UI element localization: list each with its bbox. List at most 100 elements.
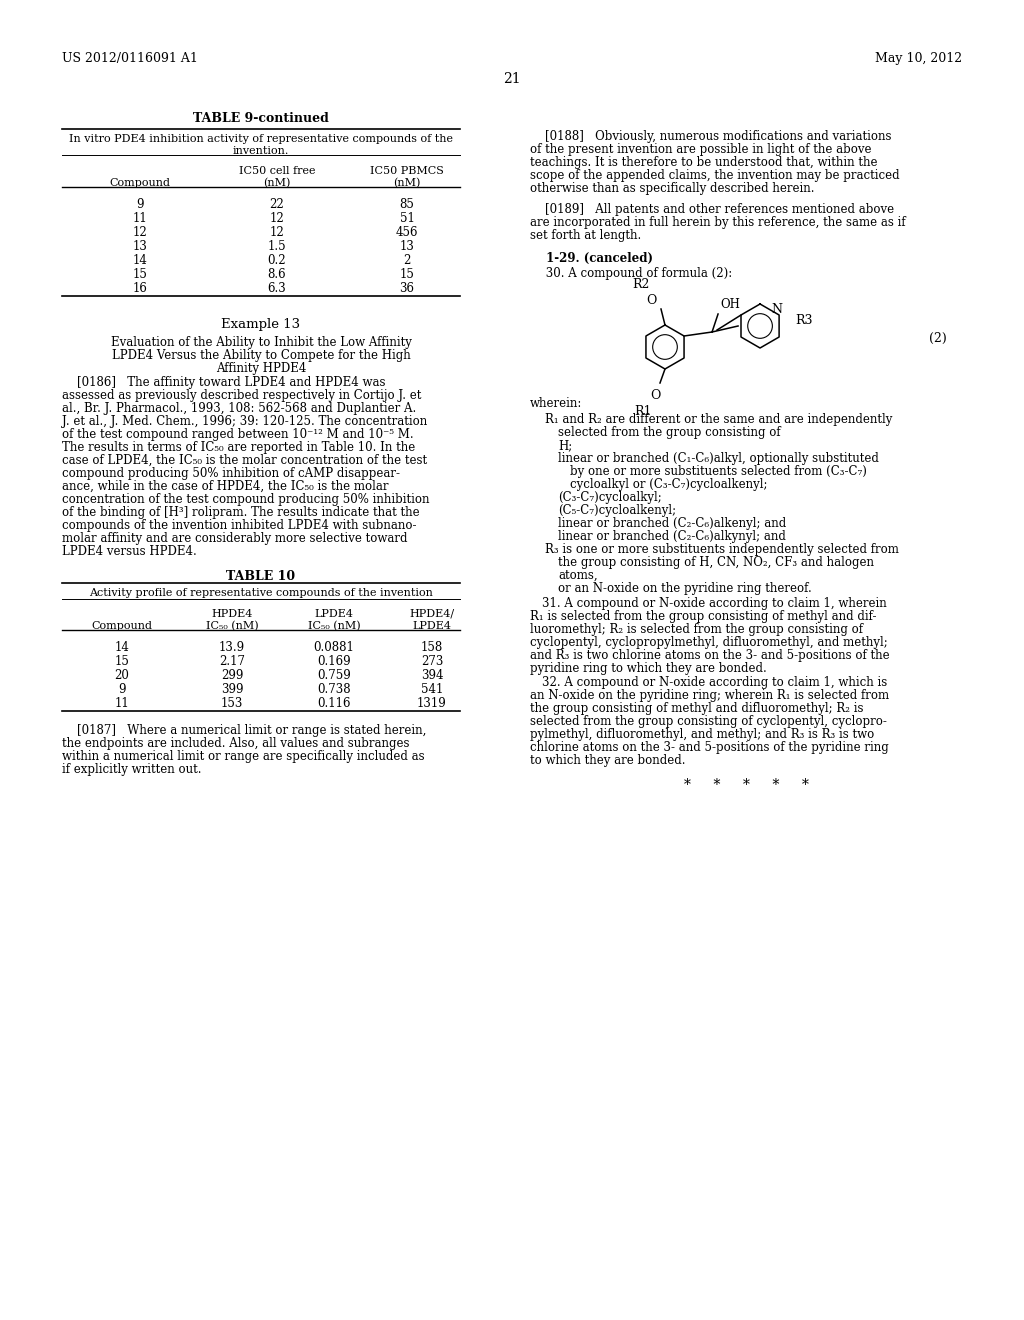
- Text: 36: 36: [399, 282, 415, 294]
- Text: 31. A compound or N-oxide according to claim 1, wherein: 31. A compound or N-oxide according to c…: [542, 597, 887, 610]
- Text: or an N-oxide on the pyridine ring thereof.: or an N-oxide on the pyridine ring there…: [558, 582, 812, 595]
- Text: an N-oxide on the pyridine ring; wherein R₁ is selected from: an N-oxide on the pyridine ring; wherein…: [530, 689, 889, 702]
- Text: In vitro PDE4 inhibition activity of representative compounds of the: In vitro PDE4 inhibition activity of rep…: [69, 135, 453, 144]
- Text: OH: OH: [720, 298, 740, 312]
- Text: cycloalkyl or (C₃-C₇)cycloalkenyl;: cycloalkyl or (C₃-C₇)cycloalkenyl;: [570, 478, 768, 491]
- Text: compound producing 50% inhibition of cAMP disappear-: compound producing 50% inhibition of cAM…: [62, 467, 400, 480]
- Text: case of LPDE4, the IC₅₀ is the molar concentration of the test: case of LPDE4, the IC₅₀ is the molar con…: [62, 454, 427, 467]
- Text: 85: 85: [399, 198, 415, 211]
- Text: R2: R2: [632, 279, 649, 290]
- Text: al., Br. J. Pharmacol., 1993, 108: 562-568 and Duplantier A.: al., Br. J. Pharmacol., 1993, 108: 562-5…: [62, 403, 416, 414]
- Text: HPDE4/: HPDE4/: [410, 609, 455, 619]
- Text: 11: 11: [133, 213, 147, 224]
- Text: by one or more substituents selected from (C₃-C₇): by one or more substituents selected fro…: [570, 465, 867, 478]
- Text: *   *   *   *   *: * * * * *: [684, 777, 808, 792]
- Text: of the present invention are possible in light of the above: of the present invention are possible in…: [530, 143, 871, 156]
- Text: luoromethyl; R₂ is selected from the group consisting of: luoromethyl; R₂ is selected from the gro…: [530, 623, 863, 636]
- Text: otherwise than as specifically described herein.: otherwise than as specifically described…: [530, 182, 814, 195]
- Text: 9: 9: [118, 682, 126, 696]
- Text: 15: 15: [399, 268, 415, 281]
- Text: Example 13: Example 13: [221, 318, 301, 331]
- Text: R₃ is one or more substituents independently selected from: R₃ is one or more substituents independe…: [545, 543, 899, 556]
- Text: J. et al., J. Med. Chem., 1996; 39: 120-125. The concentration: J. et al., J. Med. Chem., 1996; 39: 120-…: [62, 414, 427, 428]
- Text: 0.2: 0.2: [267, 253, 287, 267]
- Text: 8.6: 8.6: [267, 268, 287, 281]
- Text: to which they are bonded.: to which they are bonded.: [530, 754, 685, 767]
- Text: 30. A compound of formula (2):: 30. A compound of formula (2):: [542, 267, 732, 280]
- Text: selected from the group consisting of cyclopentyl, cyclopro-: selected from the group consisting of cy…: [530, 715, 887, 729]
- Text: 273: 273: [421, 655, 443, 668]
- Text: concentration of the test compound producing 50% inhibition: concentration of the test compound produ…: [62, 492, 429, 506]
- Text: (nM): (nM): [263, 178, 291, 189]
- Text: 541: 541: [421, 682, 443, 696]
- Text: set forth at length.: set forth at length.: [530, 228, 641, 242]
- Text: 399: 399: [221, 682, 244, 696]
- Text: 13.9: 13.9: [219, 642, 245, 653]
- Text: 13: 13: [399, 240, 415, 253]
- Text: compounds of the invention inhibited LPDE4 with subnano-: compounds of the invention inhibited LPD…: [62, 519, 417, 532]
- Text: scope of the appended claims, the invention may be practiced: scope of the appended claims, the invent…: [530, 169, 900, 182]
- Text: (C₃-C₇)cycloalkyl;: (C₃-C₇)cycloalkyl;: [558, 491, 662, 504]
- Text: 14: 14: [132, 253, 147, 267]
- Text: the group consisting of methyl and difluoromethyl; R₂ is: the group consisting of methyl and diflu…: [530, 702, 863, 715]
- Text: HPDE4: HPDE4: [211, 609, 253, 619]
- Text: cyclopentyl, cyclopropylmethyl, difluoromethyl, and methyl;: cyclopentyl, cyclopropylmethyl, difluoro…: [530, 636, 888, 649]
- Text: 0.0881: 0.0881: [313, 642, 354, 653]
- Text: wherein:: wherein:: [530, 397, 583, 411]
- Text: Evaluation of the Ability to Inhibit the Low Affinity: Evaluation of the Ability to Inhibit the…: [111, 337, 412, 348]
- Text: Affinity HPDE4: Affinity HPDE4: [216, 362, 306, 375]
- Text: pyridine ring to which they are bonded.: pyridine ring to which they are bonded.: [530, 663, 767, 675]
- Text: 15: 15: [132, 268, 147, 281]
- Text: 20: 20: [115, 669, 129, 682]
- Text: TABLE 9-continued: TABLE 9-continued: [194, 112, 329, 125]
- Text: TABLE 10: TABLE 10: [226, 570, 296, 583]
- Text: pylmethyl, difluoromethyl, and methyl; and R₃ is R₃ is two: pylmethyl, difluoromethyl, and methyl; a…: [530, 729, 874, 741]
- Text: chlorine atoms on the 3- and 5-positions of the pyridine ring: chlorine atoms on the 3- and 5-positions…: [530, 741, 889, 754]
- Text: [0187]   Where a numerical limit or range is stated herein,: [0187] Where a numerical limit or range …: [62, 723, 426, 737]
- Text: teachings. It is therefore to be understood that, within the: teachings. It is therefore to be underst…: [530, 156, 878, 169]
- Text: invention.: invention.: [232, 147, 289, 156]
- Text: 0.738: 0.738: [317, 682, 351, 696]
- Text: the group consisting of H, CN, NO₂, CF₃ and halogen: the group consisting of H, CN, NO₂, CF₃ …: [558, 556, 874, 569]
- Text: [0186]   The affinity toward LPDE4 and HPDE4 was: [0186] The affinity toward LPDE4 and HPD…: [62, 376, 385, 389]
- Text: 6.3: 6.3: [267, 282, 287, 294]
- Text: US 2012/0116091 A1: US 2012/0116091 A1: [62, 51, 198, 65]
- Text: IC50 cell free: IC50 cell free: [239, 166, 315, 176]
- Text: IC₅₀ (nM): IC₅₀ (nM): [307, 620, 360, 631]
- Text: atoms,: atoms,: [558, 569, 598, 582]
- Text: selected from the group consisting of: selected from the group consisting of: [558, 426, 780, 440]
- Text: 1319: 1319: [417, 697, 446, 710]
- Text: 153: 153: [221, 697, 243, 710]
- Text: linear or branched (C₁-C₆)alkyl, optionally substituted: linear or branched (C₁-C₆)alkyl, optiona…: [558, 451, 879, 465]
- Text: H;: H;: [558, 440, 572, 451]
- Text: N: N: [771, 304, 782, 315]
- Text: (nM): (nM): [393, 178, 421, 189]
- Text: of the binding of [H³] rolipram. The results indicate that the: of the binding of [H³] rolipram. The res…: [62, 506, 420, 519]
- Text: IC₅₀ (nM): IC₅₀ (nM): [206, 620, 258, 631]
- Text: linear or branched (C₂-C₆)alkynyl; and: linear or branched (C₂-C₆)alkynyl; and: [558, 531, 785, 543]
- Text: 0.116: 0.116: [317, 697, 351, 710]
- Text: the endpoints are included. Also, all values and subranges: the endpoints are included. Also, all va…: [62, 737, 410, 750]
- Text: LPDE4: LPDE4: [413, 620, 452, 631]
- Text: 12: 12: [133, 226, 147, 239]
- Text: molar affinity and are considerably more selective toward: molar affinity and are considerably more…: [62, 532, 408, 545]
- Text: 16: 16: [132, 282, 147, 294]
- Text: R3: R3: [795, 314, 813, 326]
- Text: 2.17: 2.17: [219, 655, 245, 668]
- Text: 11: 11: [115, 697, 129, 710]
- Text: 1.5: 1.5: [267, 240, 287, 253]
- Text: (C₅-C₇)cycloalkenyl;: (C₅-C₇)cycloalkenyl;: [558, 504, 676, 517]
- Text: 15: 15: [115, 655, 129, 668]
- Text: 2: 2: [403, 253, 411, 267]
- Text: Compound: Compound: [110, 178, 171, 187]
- Text: within a numerical limit or range are specifically included as: within a numerical limit or range are sp…: [62, 750, 425, 763]
- Text: 394: 394: [421, 669, 443, 682]
- Text: 14: 14: [115, 642, 129, 653]
- Text: R1: R1: [634, 405, 651, 418]
- Text: 12: 12: [269, 213, 285, 224]
- Text: linear or branched (C₂-C₆)alkenyl; and: linear or branched (C₂-C₆)alkenyl; and: [558, 517, 786, 531]
- Text: O: O: [650, 389, 660, 403]
- Text: are incorporated in full herein by this reference, the same as if: are incorporated in full herein by this …: [530, 216, 905, 228]
- Text: LPDE4 versus HPDE4.: LPDE4 versus HPDE4.: [62, 545, 197, 558]
- Text: (2): (2): [929, 333, 947, 345]
